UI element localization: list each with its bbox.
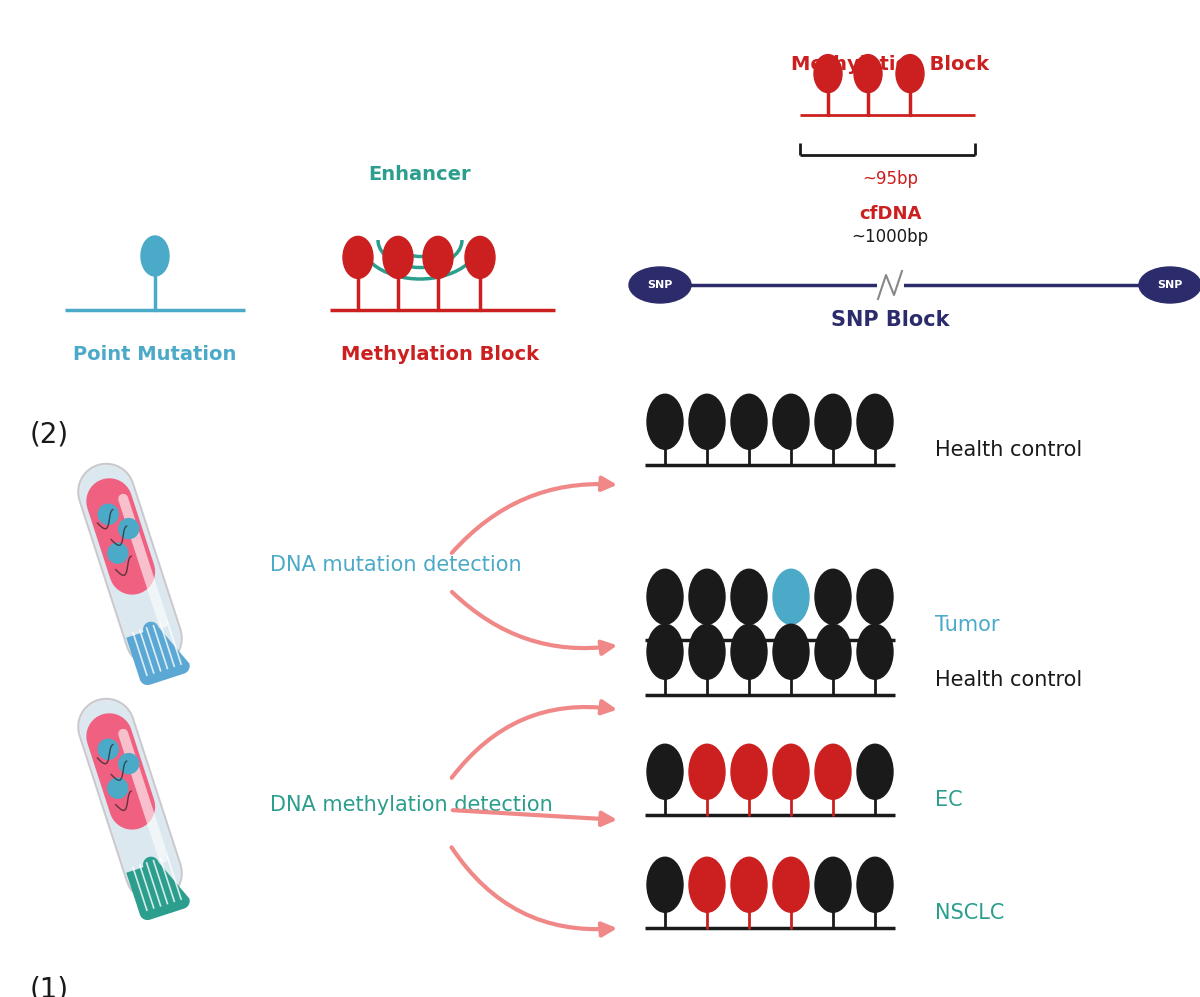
Ellipse shape bbox=[142, 236, 169, 276]
Ellipse shape bbox=[466, 236, 496, 278]
Text: SNP: SNP bbox=[1157, 280, 1183, 290]
Ellipse shape bbox=[731, 624, 767, 679]
Ellipse shape bbox=[773, 744, 809, 800]
Polygon shape bbox=[80, 701, 180, 899]
Ellipse shape bbox=[119, 518, 139, 538]
Ellipse shape bbox=[647, 744, 683, 800]
Ellipse shape bbox=[647, 857, 683, 912]
Text: cfDNA: cfDNA bbox=[859, 205, 922, 223]
Text: (1): (1) bbox=[30, 975, 70, 997]
Ellipse shape bbox=[857, 569, 893, 624]
Ellipse shape bbox=[857, 857, 893, 912]
Text: NSCLC: NSCLC bbox=[935, 903, 1004, 923]
Ellipse shape bbox=[857, 624, 893, 679]
Text: Health control: Health control bbox=[935, 440, 1082, 460]
Text: DNA mutation detection: DNA mutation detection bbox=[270, 555, 522, 575]
Ellipse shape bbox=[731, 394, 767, 450]
Ellipse shape bbox=[731, 569, 767, 624]
Text: SNP: SNP bbox=[647, 280, 673, 290]
Polygon shape bbox=[78, 699, 181, 901]
Polygon shape bbox=[126, 622, 190, 685]
Polygon shape bbox=[119, 494, 168, 627]
Polygon shape bbox=[86, 713, 155, 830]
Ellipse shape bbox=[98, 739, 119, 760]
Ellipse shape bbox=[119, 754, 139, 774]
Text: EC: EC bbox=[935, 790, 962, 810]
Text: DNA methylation detection: DNA methylation detection bbox=[270, 795, 553, 815]
Ellipse shape bbox=[814, 55, 842, 93]
Ellipse shape bbox=[98, 504, 119, 524]
Ellipse shape bbox=[773, 394, 809, 450]
Ellipse shape bbox=[815, 624, 851, 679]
Ellipse shape bbox=[854, 55, 882, 93]
Text: Tumor: Tumor bbox=[935, 615, 1000, 635]
Text: SNP Block: SNP Block bbox=[830, 310, 949, 330]
Ellipse shape bbox=[689, 744, 725, 800]
Ellipse shape bbox=[647, 624, 683, 679]
Ellipse shape bbox=[647, 569, 683, 624]
Ellipse shape bbox=[689, 394, 725, 450]
Ellipse shape bbox=[731, 744, 767, 800]
Text: ~95bp: ~95bp bbox=[862, 170, 918, 188]
Ellipse shape bbox=[424, 236, 454, 278]
Ellipse shape bbox=[857, 744, 893, 800]
Ellipse shape bbox=[689, 624, 725, 679]
Ellipse shape bbox=[731, 857, 767, 912]
Text: Methylation Block: Methylation Block bbox=[791, 55, 989, 74]
Ellipse shape bbox=[857, 394, 893, 450]
Ellipse shape bbox=[773, 857, 809, 912]
Ellipse shape bbox=[896, 55, 924, 93]
Ellipse shape bbox=[815, 394, 851, 450]
Polygon shape bbox=[80, 466, 180, 664]
Text: Health control: Health control bbox=[935, 670, 1082, 690]
Text: Enhancer: Enhancer bbox=[368, 165, 472, 184]
Ellipse shape bbox=[773, 569, 809, 624]
Text: Point Mutation: Point Mutation bbox=[73, 345, 236, 364]
Text: Methylation Block: Methylation Block bbox=[341, 345, 539, 364]
Ellipse shape bbox=[108, 543, 127, 563]
Ellipse shape bbox=[647, 394, 683, 450]
Ellipse shape bbox=[773, 624, 809, 679]
Ellipse shape bbox=[815, 857, 851, 912]
Ellipse shape bbox=[629, 267, 691, 303]
Ellipse shape bbox=[815, 569, 851, 624]
Ellipse shape bbox=[383, 236, 413, 278]
Polygon shape bbox=[86, 479, 155, 594]
Polygon shape bbox=[126, 856, 190, 920]
Text: ~1000bp: ~1000bp bbox=[852, 228, 929, 246]
Ellipse shape bbox=[343, 236, 373, 278]
Ellipse shape bbox=[1139, 267, 1200, 303]
Ellipse shape bbox=[689, 857, 725, 912]
Polygon shape bbox=[119, 729, 168, 862]
Ellipse shape bbox=[108, 779, 127, 799]
Ellipse shape bbox=[689, 569, 725, 624]
Polygon shape bbox=[78, 464, 181, 666]
Text: (2): (2) bbox=[30, 420, 70, 448]
Ellipse shape bbox=[815, 744, 851, 800]
